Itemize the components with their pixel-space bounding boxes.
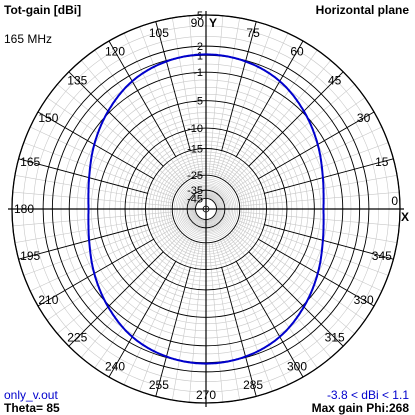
- grid-spoke: [236, 223, 382, 292]
- outer-ring: [11, 14, 401, 404]
- angle-label-330: 330: [354, 293, 374, 307]
- major-spoke: [235, 40, 304, 157]
- ring-label--5: -5: [193, 96, 203, 108]
- ring-label--25: -25: [187, 170, 203, 182]
- angle-label-255: 255: [149, 378, 169, 392]
- major-spoke: [108, 261, 177, 378]
- major-spoke: [37, 238, 154, 307]
- major-spoke: [37, 111, 154, 180]
- grid-spoke: [220, 239, 289, 385]
- angle-label-15: 15: [375, 155, 389, 169]
- ring-label--45: -45: [187, 193, 203, 205]
- major-spoke: [68, 71, 164, 167]
- grid-spoke: [123, 33, 192, 179]
- angle-label-30: 30: [357, 111, 371, 125]
- major-spoke: [221, 21, 257, 151]
- major-spoke: [264, 158, 394, 194]
- angle-label-150: 150: [38, 111, 58, 125]
- angle-label-270: 270: [196, 388, 216, 402]
- major-spoke: [18, 224, 148, 260]
- plane-label: Horizontal plane: [315, 3, 409, 17]
- angle-label-315: 315: [325, 331, 345, 345]
- major-spoke: [264, 224, 394, 260]
- ring-label-5: 5: [197, 10, 203, 22]
- angle-label-240: 240: [105, 360, 125, 374]
- ring-label--10: -10: [187, 123, 203, 135]
- major-spoke: [235, 261, 304, 378]
- frequency-label: 165 MHz: [4, 32, 53, 46]
- angle-label-195: 195: [20, 249, 40, 263]
- angle-label-225: 225: [67, 331, 87, 345]
- major-spoke: [68, 251, 164, 347]
- major-spoke: [248, 71, 344, 167]
- angle-label-300: 300: [287, 360, 307, 374]
- angle-label-90: 90: [191, 16, 205, 30]
- angle-label-105: 105: [149, 26, 169, 40]
- gain-range-label: -3.8 < dBi < 1.1: [326, 388, 409, 402]
- ring-label-1: 1: [197, 50, 203, 62]
- angle-label-120: 120: [105, 44, 125, 58]
- angle-label-135: 135: [67, 73, 87, 87]
- angle-label-345: 345: [372, 249, 392, 263]
- major-spoke: [258, 238, 375, 307]
- y-axis-label: Y: [209, 16, 217, 30]
- angle-label-210: 210: [38, 293, 58, 307]
- angle-label-0: 0: [391, 194, 398, 208]
- ring-label--35: -35: [187, 185, 203, 197]
- chart-title: Tot-gain [dBi]: [4, 3, 82, 17]
- center-marker: [202, 205, 210, 213]
- major-spoke: [155, 267, 191, 397]
- grid-spoke: [236, 126, 382, 195]
- angle-label-180: 180: [14, 202, 34, 216]
- ring-label--1: -1: [193, 67, 203, 79]
- ring-label--15: -15: [187, 144, 203, 156]
- grid-spoke: [30, 126, 176, 195]
- angle-label-75: 75: [246, 26, 260, 40]
- x-axis-label: X: [401, 210, 409, 224]
- angle-label-165: 165: [20, 155, 40, 169]
- gain-trace: [87, 53, 325, 365]
- max-gain-label: Max gain Phi:268: [311, 401, 409, 415]
- angle-label-60: 60: [290, 44, 304, 58]
- ring-label-2: 2: [197, 41, 203, 53]
- major-spoke: [258, 111, 375, 180]
- major-spoke: [155, 21, 191, 151]
- grid-spoke: [123, 239, 192, 385]
- major-spoke: [221, 267, 257, 397]
- angle-label-45: 45: [328, 73, 342, 87]
- theta-label: Theta= 85: [4, 401, 60, 415]
- major-spoke: [18, 158, 148, 194]
- file-label: only_v.out: [4, 388, 58, 402]
- angle-label-285: 285: [243, 378, 263, 392]
- major-spoke: [248, 251, 344, 347]
- grid-spoke: [220, 33, 289, 179]
- grid-spoke: [30, 223, 176, 292]
- major-spoke: [108, 40, 177, 157]
